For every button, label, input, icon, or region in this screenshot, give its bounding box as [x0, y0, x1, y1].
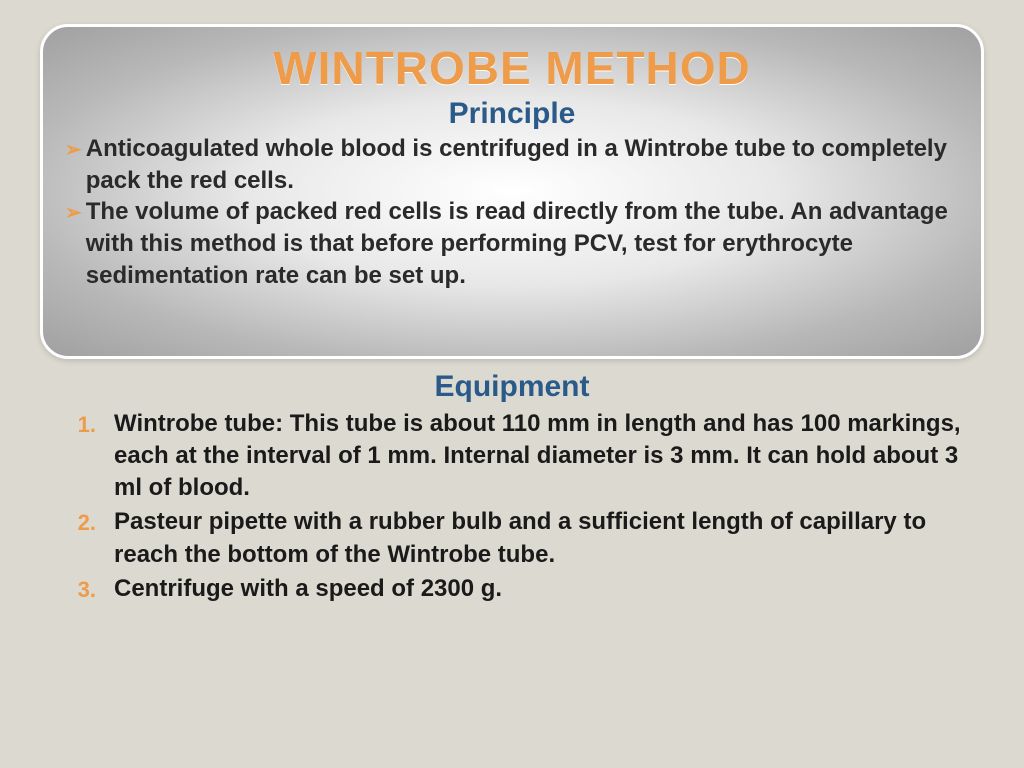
equipment-heading: Equipment	[48, 370, 976, 404]
principle-item: ➢ The volume of packed red cells is read…	[65, 196, 959, 291]
bullet-arrow-icon: ➢	[65, 137, 82, 163]
principle-text: The volume of packed red cells is read d…	[86, 196, 959, 291]
equipment-item: 3. Centrifuge with a speed of 2300 g.	[62, 573, 962, 605]
bullet-arrow-icon: ➢	[65, 200, 82, 226]
equipment-item: 2. Pasteur pipette with a rubber bulb an…	[62, 506, 962, 570]
equipment-text: Centrifuge with a speed of 2300 g.	[114, 573, 962, 605]
equipment-text: Pasteur pipette with a rubber bulb and a…	[114, 506, 962, 570]
list-number: 1.	[62, 408, 114, 439]
equipment-list: 1. Wintrobe tube: This tube is about 110…	[48, 408, 976, 605]
slide-title: WINTROBE METHOD	[43, 27, 981, 95]
list-number: 2.	[62, 506, 114, 537]
lower-block: Equipment 1. Wintrobe tube: This tube is…	[48, 364, 976, 607]
slide-card: WINTROBE METHOD Principle ➢ Anticoagulat…	[40, 24, 984, 359]
principle-block: ➢ Anticoagulated whole blood is centrifu…	[43, 133, 981, 291]
equipment-item: 1. Wintrobe tube: This tube is about 110…	[62, 408, 962, 504]
equipment-text: Wintrobe tube: This tube is about 110 mm…	[114, 408, 962, 504]
list-number: 3.	[62, 573, 114, 604]
principle-text: Anticoagulated whole blood is centrifuge…	[86, 133, 959, 196]
principle-item: ➢ Anticoagulated whole blood is centrifu…	[65, 133, 959, 196]
principle-heading: Principle	[43, 97, 981, 131]
